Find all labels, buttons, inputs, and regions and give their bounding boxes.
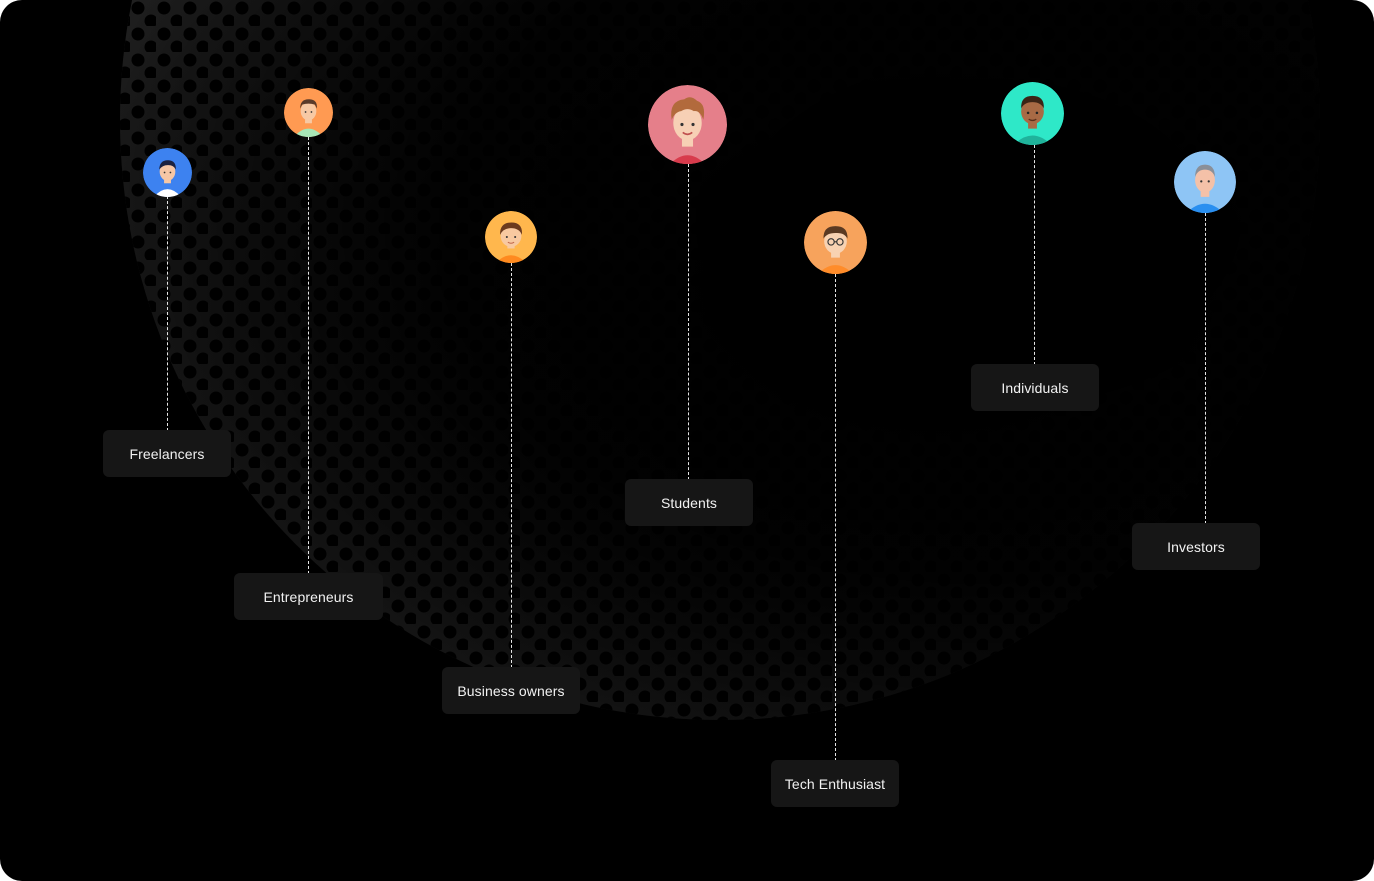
connector-line-tech [835, 274, 836, 761]
student-avatar-icon [648, 85, 727, 164]
tag-entrepreneurs: Entrepreneurs [234, 573, 383, 620]
entrepreneur-avatar-icon [284, 88, 333, 137]
tag-investors: Investors [1132, 523, 1260, 570]
tag-freelancers: Freelancers [103, 430, 231, 477]
connector-line-individuals [1034, 145, 1035, 365]
connector-line-investors [1205, 213, 1206, 524]
tag-tech-enthusiast: Tech Enthusiast [771, 760, 899, 807]
freelancer-avatar-icon [143, 148, 192, 197]
tech-enthusiast-avatar-icon [804, 211, 867, 274]
investor-avatar-icon [1174, 151, 1236, 213]
connector-line-entrepreneurs [308, 137, 309, 574]
connector-line-students [688, 164, 689, 480]
tag-students: Students [625, 479, 753, 526]
tag-business-owners: Business owners [442, 667, 580, 714]
tag-individuals: Individuals [971, 364, 1099, 411]
connector-line-freelancers [167, 196, 168, 431]
business-owner-avatar-icon [485, 211, 537, 263]
individual-avatar-icon [1001, 82, 1064, 145]
connector-line-business [511, 263, 512, 668]
